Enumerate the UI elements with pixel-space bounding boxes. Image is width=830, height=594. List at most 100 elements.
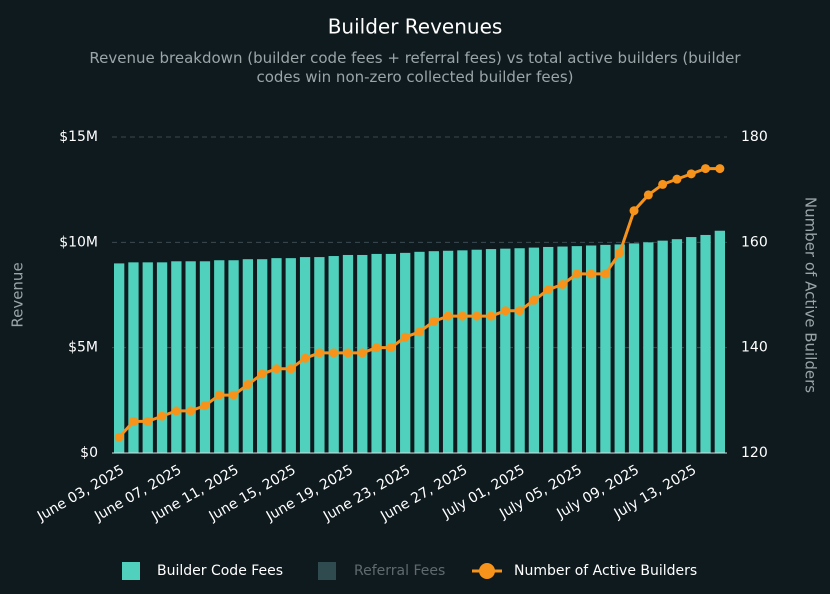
line-point [143,416,153,426]
line-point [629,206,639,216]
line-point [715,164,725,174]
bar [543,246,554,453]
bar [385,253,397,453]
line-point [386,343,396,353]
chart-title: Builder Revenues [328,15,503,39]
bar [199,261,211,453]
line-point [572,269,582,279]
bar [185,261,196,453]
bar [600,244,611,453]
bar [214,260,225,453]
line-point [472,311,482,321]
line-point [200,401,210,411]
line-point [429,316,439,326]
bar [114,263,125,453]
bar [171,261,182,453]
bar [585,245,597,453]
bar [528,247,540,453]
line-point [443,311,453,321]
y2-tick-label: 160 [741,234,768,250]
legend-swatch [122,562,140,580]
bar [428,251,439,453]
line-point [243,380,253,390]
line-point [686,169,696,179]
bar [471,249,482,453]
line-point [615,248,625,258]
bar [257,259,268,453]
bar [228,260,239,453]
y-tick-label: $10M [59,234,98,250]
line-point [372,343,382,353]
bar [271,258,282,453]
line-point [314,348,324,358]
legend-label[interactable]: Number of Active Builders [514,563,697,579]
y2-tick-label: 180 [741,129,768,145]
line-point [128,416,138,426]
line-point [600,269,610,279]
line-point [343,348,353,358]
line-point [643,190,653,200]
legend-marker [479,563,495,579]
bar [686,237,697,453]
line-point [400,332,410,342]
line-point [357,348,367,358]
line-point [543,285,553,295]
line-point [500,306,510,316]
bar [628,243,640,453]
y-tick-label: $5M [68,340,98,356]
bar [128,262,139,453]
bar [285,258,296,453]
bar [156,262,168,453]
line-point [457,311,467,321]
legend-swatch [318,562,336,580]
line-point [229,390,239,400]
y-tick-label: $15M [59,129,98,145]
bar [514,248,525,453]
y2-axis-label: Number of Active Builders [802,197,820,393]
line-point [515,306,525,316]
bar [142,262,153,453]
line-point [529,295,539,305]
line-point [486,311,496,321]
line-point [157,411,167,421]
line-point [186,406,196,416]
bar [557,246,568,453]
bar [700,234,711,453]
bar [371,253,382,453]
bar [457,250,468,453]
line-point [329,348,339,358]
line-point [586,269,596,279]
bar [571,246,582,453]
line-point [701,164,711,174]
bar [442,250,454,453]
line-point [171,406,181,416]
line-point [300,353,310,363]
bar [242,259,254,453]
line-point [271,364,281,374]
line-point [214,390,224,400]
y2-tick-label: 140 [741,340,768,356]
y-tick-label: $0 [80,445,98,461]
line-point [286,364,296,374]
line-point [672,174,682,184]
bar [500,248,511,453]
bar [643,242,654,453]
legend-label[interactable]: Builder Code Fees [157,563,283,579]
legend-label[interactable]: Referral Fees [354,563,445,579]
bar [714,230,725,453]
line-point [114,432,124,442]
line-point [257,369,267,379]
bar [414,251,425,453]
y-axis-label: Revenue [9,262,27,327]
chart-subtitle: Revenue breakdown (builder code fees + r… [89,49,741,86]
bar [485,249,497,453]
line-point [558,279,568,289]
y2-tick-label: 120 [741,445,768,461]
bar [614,244,625,453]
line-point [415,327,424,337]
bar [671,239,683,453]
bar [657,240,668,453]
line-point [658,179,668,189]
bar [400,252,411,453]
